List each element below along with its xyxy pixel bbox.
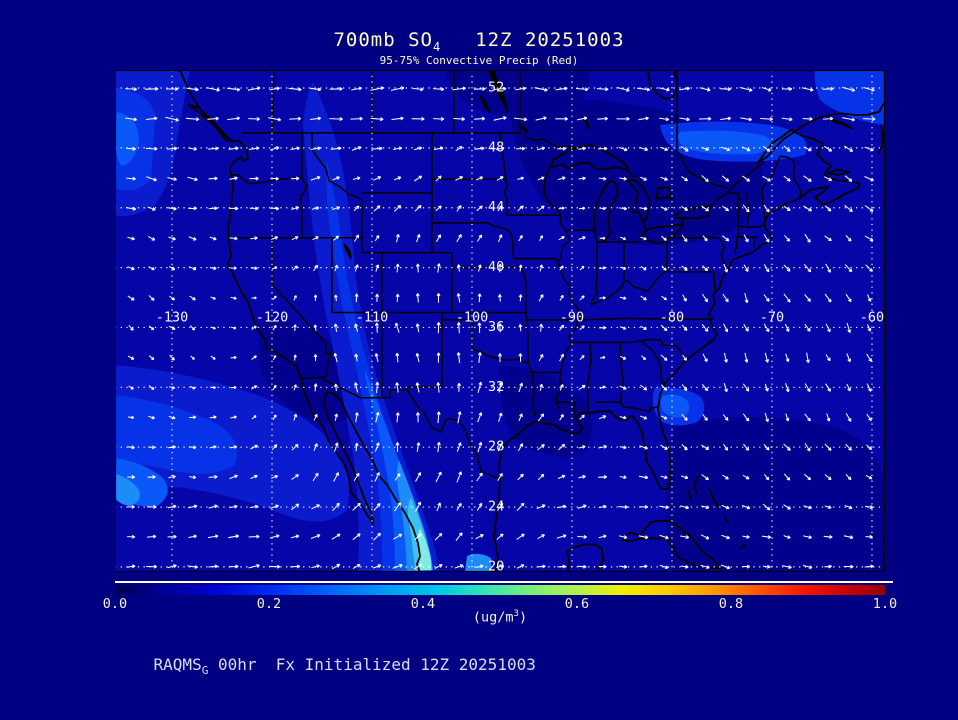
model-name-subscript: G	[201, 664, 209, 678]
lat-gridline-label: 48	[488, 139, 504, 155]
lon-gridline-label: -110	[356, 309, 389, 325]
colorbar-gradient	[115, 585, 885, 595]
lon-gridline-label: -70	[760, 309, 784, 325]
model-caption: RAQMSG 00hr Fx Initialized 12Z 20251003	[115, 636, 536, 696]
units-superscript: 3	[513, 609, 519, 619]
lon-gridline-label: -80	[660, 309, 684, 325]
plot-title: 700mb SO4 12Z 20251003	[0, 29, 958, 54]
lat-gridline-label: 36	[488, 319, 504, 335]
map-area: 52 48 44 40 36 32 28 24 20 -130 -120 -110 -100 -90 -80…	[115, 70, 885, 572]
plot-subtitle: 95-75% Convective Precip (Red)	[379, 54, 579, 67]
units-text: (ug/m	[472, 609, 514, 626]
colorbar-tick-labels: 0.0 0.2 0.4 0.6 0.8 1.0	[103, 596, 897, 612]
lat-gridline-label: 24	[488, 499, 504, 515]
lon-gridline-label: -100	[456, 309, 489, 325]
title-datetime: 12Z 20251003	[475, 29, 625, 51]
model-run-details: 00hr Fx Initialized 12Z 20251003	[208, 655, 536, 674]
lat-gridline-label: 32	[488, 379, 504, 395]
lon-gridline-label: -60	[860, 309, 884, 325]
lat-gridline-label: 40	[488, 259, 504, 275]
lat-gridline-label: 20	[488, 558, 504, 572]
colorbar-tick-label: 0.8	[718, 596, 744, 612]
title-variable: 700mb SO	[333, 29, 433, 51]
lat-gridline-label: 28	[488, 439, 504, 455]
lat-gridline-label: 44	[488, 199, 504, 215]
colorbar-topline	[115, 581, 893, 583]
colorbar-tick-label: 0.0	[102, 596, 128, 612]
lon-gridline-label: -120	[256, 309, 289, 325]
colorbar-units: (ug/m3)	[115, 609, 885, 626]
title-variable-subscript: 4	[433, 39, 442, 54]
map-svg: 52 48 44 40 36 32 28 24 20 -130 -120 -110 -100 -90 -80…	[115, 70, 885, 572]
lat-gridline-label: 52	[488, 80, 504, 96]
lon-gridline-label: -130	[156, 309, 189, 325]
wind-vector-field	[125, 86, 876, 570]
colorbar-tick-label: 0.6	[564, 596, 590, 612]
lon-gridline-label: -90	[560, 309, 584, 325]
colorbar-tick-label: 0.2	[256, 596, 282, 612]
colorbar-tick-label: 1.0	[872, 596, 898, 612]
model-name: RAQMS	[153, 655, 202, 674]
colorbar-tick-label: 0.4	[410, 596, 436, 612]
units-close-paren: )	[518, 609, 528, 626]
